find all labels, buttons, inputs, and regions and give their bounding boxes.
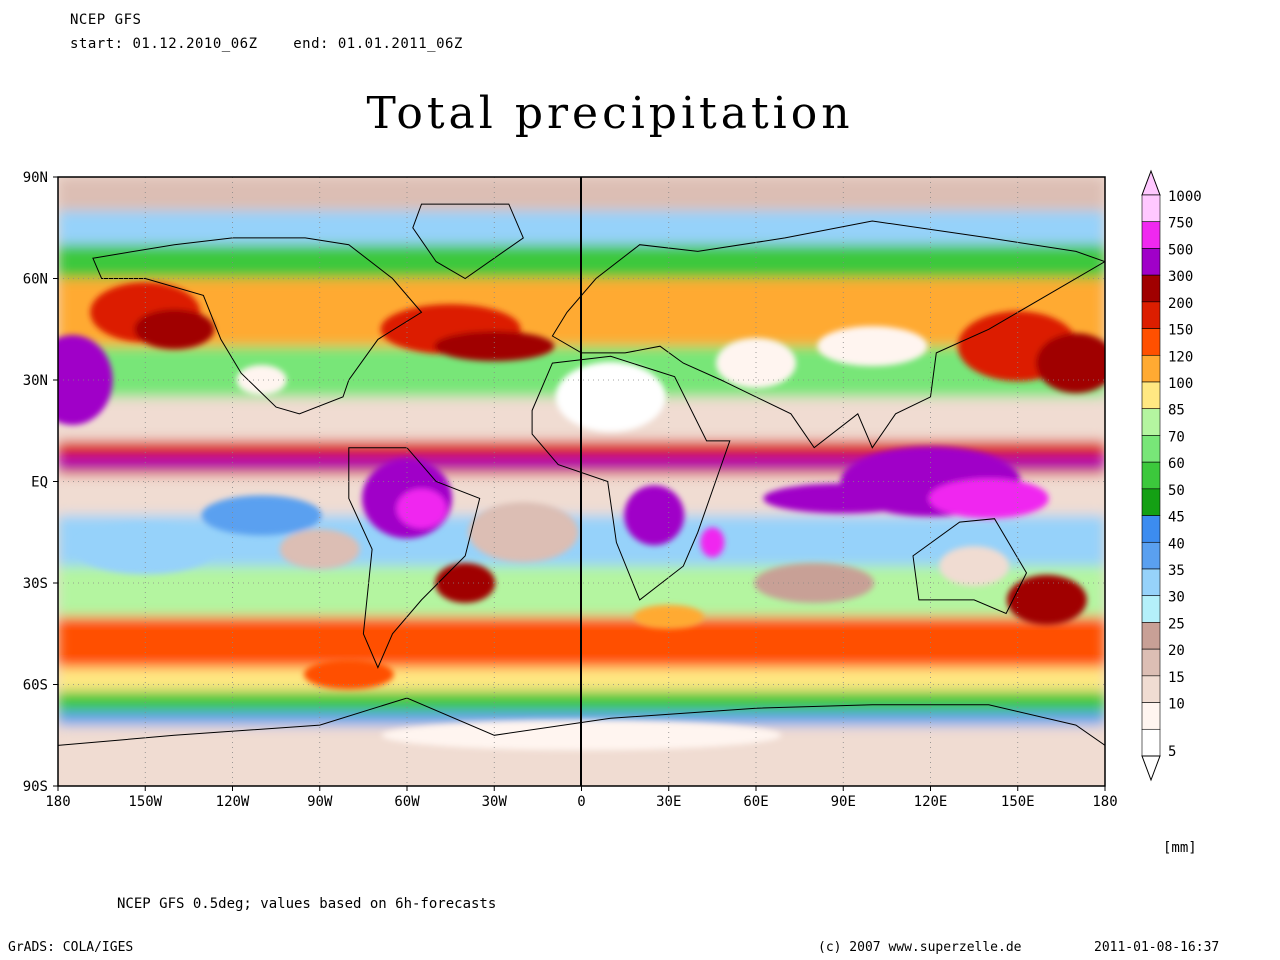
continent-outlines: [58, 203, 1105, 786]
legend-label: 15: [1168, 670, 1185, 686]
legend-label: 120: [1168, 349, 1193, 365]
legend-label: 60: [1168, 456, 1185, 472]
legend-swatch: [1141, 248, 1161, 276]
period-label: start: 01.12.2010_06Z end: 01.01.2011_06…: [70, 36, 463, 52]
legend-swatch: [1141, 541, 1161, 570]
x-tick-label: 150E: [1001, 794, 1035, 810]
y-tick-label: EQ: [31, 475, 48, 491]
model-label: NCEP GFS: [70, 12, 142, 28]
legend-swatch: [1141, 408, 1161, 436]
legend-label: 40: [1168, 536, 1185, 552]
legend-swatch: [1141, 595, 1161, 623]
legend-swatch: [1141, 274, 1161, 303]
legend-label: 500: [1168, 242, 1193, 258]
x-tick-label: 90W: [307, 794, 333, 810]
legend-swatch: [1141, 648, 1161, 677]
legend-swatch: [1141, 461, 1161, 490]
software-credit: GrADS: COLA/IGES: [8, 940, 134, 955]
y-tick-label: 60S: [23, 678, 48, 694]
data-source-note: NCEP GFS 0.5deg; values based on 6h-fore…: [117, 896, 497, 912]
continent-outline: [531, 355, 731, 601]
continent-outline: [412, 203, 524, 280]
x-tick-label: 180: [45, 794, 70, 810]
legend-swatch: [1141, 435, 1161, 463]
legend-swatch: [1141, 568, 1161, 597]
x-tick-label: 60W: [394, 794, 420, 810]
legend-swatch: [1141, 328, 1161, 356]
y-tick-label: 90N: [23, 170, 48, 186]
x-tick-label: 0: [577, 794, 585, 810]
legend-swatch: [1141, 675, 1161, 703]
legend-swatch: [1141, 381, 1161, 410]
x-tick-label: 90E: [831, 794, 856, 810]
legend-label: 200: [1168, 296, 1193, 312]
legend-label: 25: [1168, 616, 1185, 632]
continent-outline: [58, 697, 1105, 786]
legend-label: 30: [1168, 590, 1185, 606]
legend-label: 750: [1168, 216, 1193, 232]
legend-label: 70: [1168, 429, 1185, 445]
legend-label: 150: [1168, 323, 1193, 339]
x-tick-label: 30E: [656, 794, 681, 810]
map-title: Total precipitation: [366, 88, 854, 139]
copyright-text: (c) 2007 www.superzelle.de: [818, 940, 1022, 955]
legend-label: 35: [1168, 563, 1185, 579]
legend-swatch: [1141, 354, 1161, 383]
legend-swatch: [1141, 221, 1161, 249]
legend-swatch: [1141, 194, 1161, 223]
legend-label: 10: [1168, 697, 1185, 713]
y-tick-label: 60N: [23, 272, 48, 288]
x-tick-label: 180: [1092, 794, 1117, 810]
units-label: [mm]: [1163, 840, 1197, 856]
precipitation-map: 180 150W 120W 90W 60W 30W 0 30E 60E 90E 120E 150E 18…: [0, 160, 1280, 820]
x-tick-label: 150W: [128, 794, 162, 810]
x-tick-label: 120E: [914, 794, 948, 810]
continent-outline: [551, 220, 1105, 449]
legend-label: 20: [1168, 643, 1185, 659]
legend-label: 100: [1168, 376, 1193, 392]
legend-label: 85: [1168, 403, 1185, 419]
color-legend: 1000 750 500 300 200 150 120 100 85 70 60 50 45 40 35 3…: [1141, 169, 1202, 782]
legend-label: 45: [1168, 510, 1185, 526]
continent-outline: [912, 518, 1028, 615]
x-tick-label: 30W: [482, 794, 508, 810]
x-tick-label: 120W: [216, 794, 250, 810]
legend-swatch: [1141, 702, 1161, 730]
legend-swatch: [1141, 515, 1161, 543]
continent-outline: [348, 447, 481, 669]
timestamp-text: 2011-01-08-16:37: [1094, 940, 1220, 955]
latitude-axis: 90N 60N 30N EQ 30S 60S 90S: [23, 170, 58, 795]
y-tick-label: 90S: [23, 779, 48, 795]
continent-outline: [92, 237, 423, 415]
x-tick-label: 60E: [743, 794, 768, 810]
legend-max-arrow: [1141, 169, 1161, 196]
y-tick-label: 30N: [23, 373, 48, 389]
legend-swatch: [1141, 728, 1161, 757]
longitude-axis: 180 150W 120W 90W 60W 30W 0 30E 60E 90E 120E 150E 18…: [45, 786, 1118, 810]
legend-label: 5: [1168, 744, 1176, 760]
legend-label: 1000: [1168, 189, 1202, 205]
legend-swatch: [1141, 622, 1161, 650]
legend-min-arrow: [1141, 755, 1161, 782]
y-tick-label: 30S: [23, 576, 48, 592]
legend-label: 50: [1168, 483, 1185, 499]
legend-label: 300: [1168, 269, 1193, 285]
legend-swatch: [1141, 488, 1161, 516]
legend-swatch: [1141, 301, 1161, 329]
